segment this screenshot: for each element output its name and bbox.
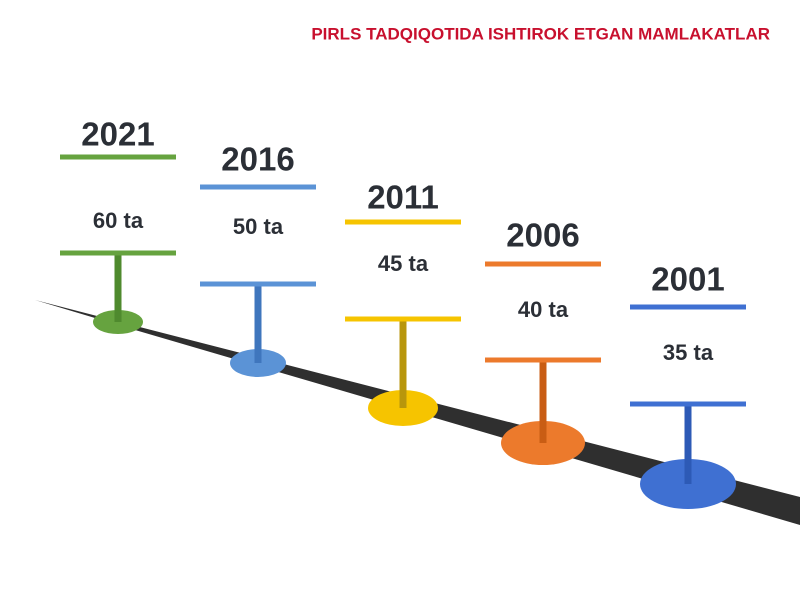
year-label: 2001 [651,261,724,298]
lower-bar [345,316,461,322]
marker-stem [684,404,692,484]
timeline-item: 2016 50 ta [200,141,316,377]
marker-stem [539,360,547,443]
lower-bar [630,401,746,407]
upper-bar [630,304,746,310]
count-label: 45 ta [378,251,429,276]
lower-bar [200,281,316,287]
count-label: 35 ta [663,340,714,365]
marker-stem [399,319,407,408]
count-label: 40 ta [518,297,569,322]
year-label: 2021 [81,116,154,153]
upper-bar [485,261,601,267]
timeline-item: 2021 60 ta [60,116,176,334]
year-label: 2016 [221,141,294,178]
marker-stem [114,253,122,322]
upper-bar [60,154,176,160]
timeline-items: 2021 60 ta 2016 50 ta 2011 45 ta 2006 40 ta 2001… [60,116,746,509]
marker-stem [254,284,262,363]
count-label: 60 ta [93,208,144,233]
lower-bar [60,250,176,256]
year-label: 2006 [506,217,579,254]
timeline-item: 2001 35 ta [630,261,746,509]
upper-bar [200,184,316,190]
title: PIRLS TADQIQOTIDA ISHTIROK ETGAN MAMLAKA… [311,24,770,43]
lower-bar [485,357,601,363]
count-label: 50 ta [233,214,284,239]
timeline-item: 2011 45 ta [345,179,461,426]
timeline-item: 2006 40 ta [485,217,601,465]
upper-bar [345,219,461,225]
year-label: 2011 [367,179,439,216]
